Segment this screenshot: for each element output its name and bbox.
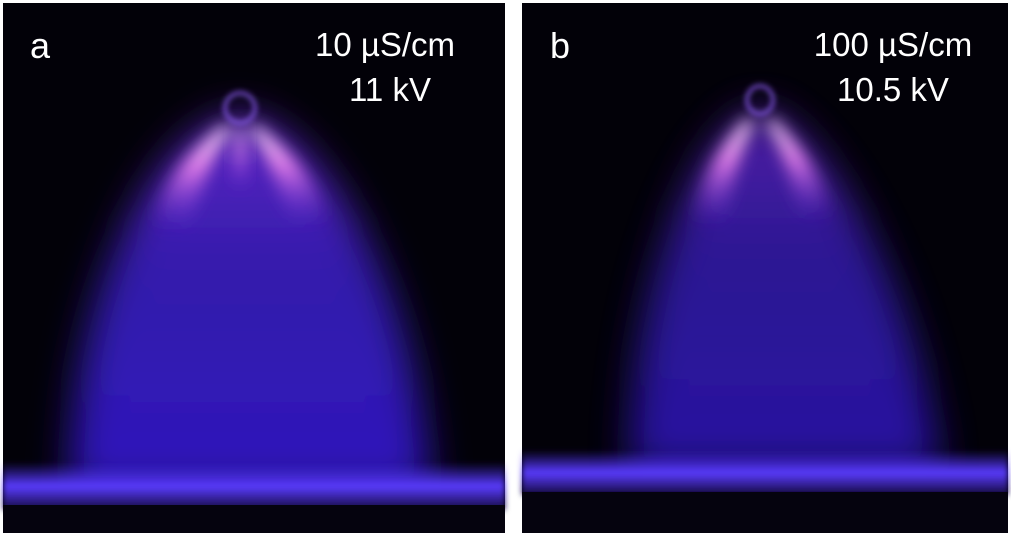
panel-a: a 10 µS/cm 11 kV — [3, 3, 505, 533]
voltage: 10.5 kV — [837, 71, 949, 108]
conductivity: 10 µS/cm — [315, 26, 455, 63]
voltage: 11 kV — [349, 71, 431, 108]
conductivity: 100 µS/cm — [814, 26, 972, 63]
panel-label: b — [550, 25, 570, 66]
panel-b: b 100 µS/cm 10.5 kV — [522, 3, 1008, 533]
photo-bottom — [3, 505, 505, 533]
figure: a 10 µS/cm 11 kV b 100 µS/cm 10.5 kV — [0, 0, 1011, 537]
water-surface — [3, 462, 505, 510]
water-surface — [522, 450, 1008, 495]
panel-label: a — [30, 25, 51, 66]
photo-bottom — [522, 492, 1008, 533]
